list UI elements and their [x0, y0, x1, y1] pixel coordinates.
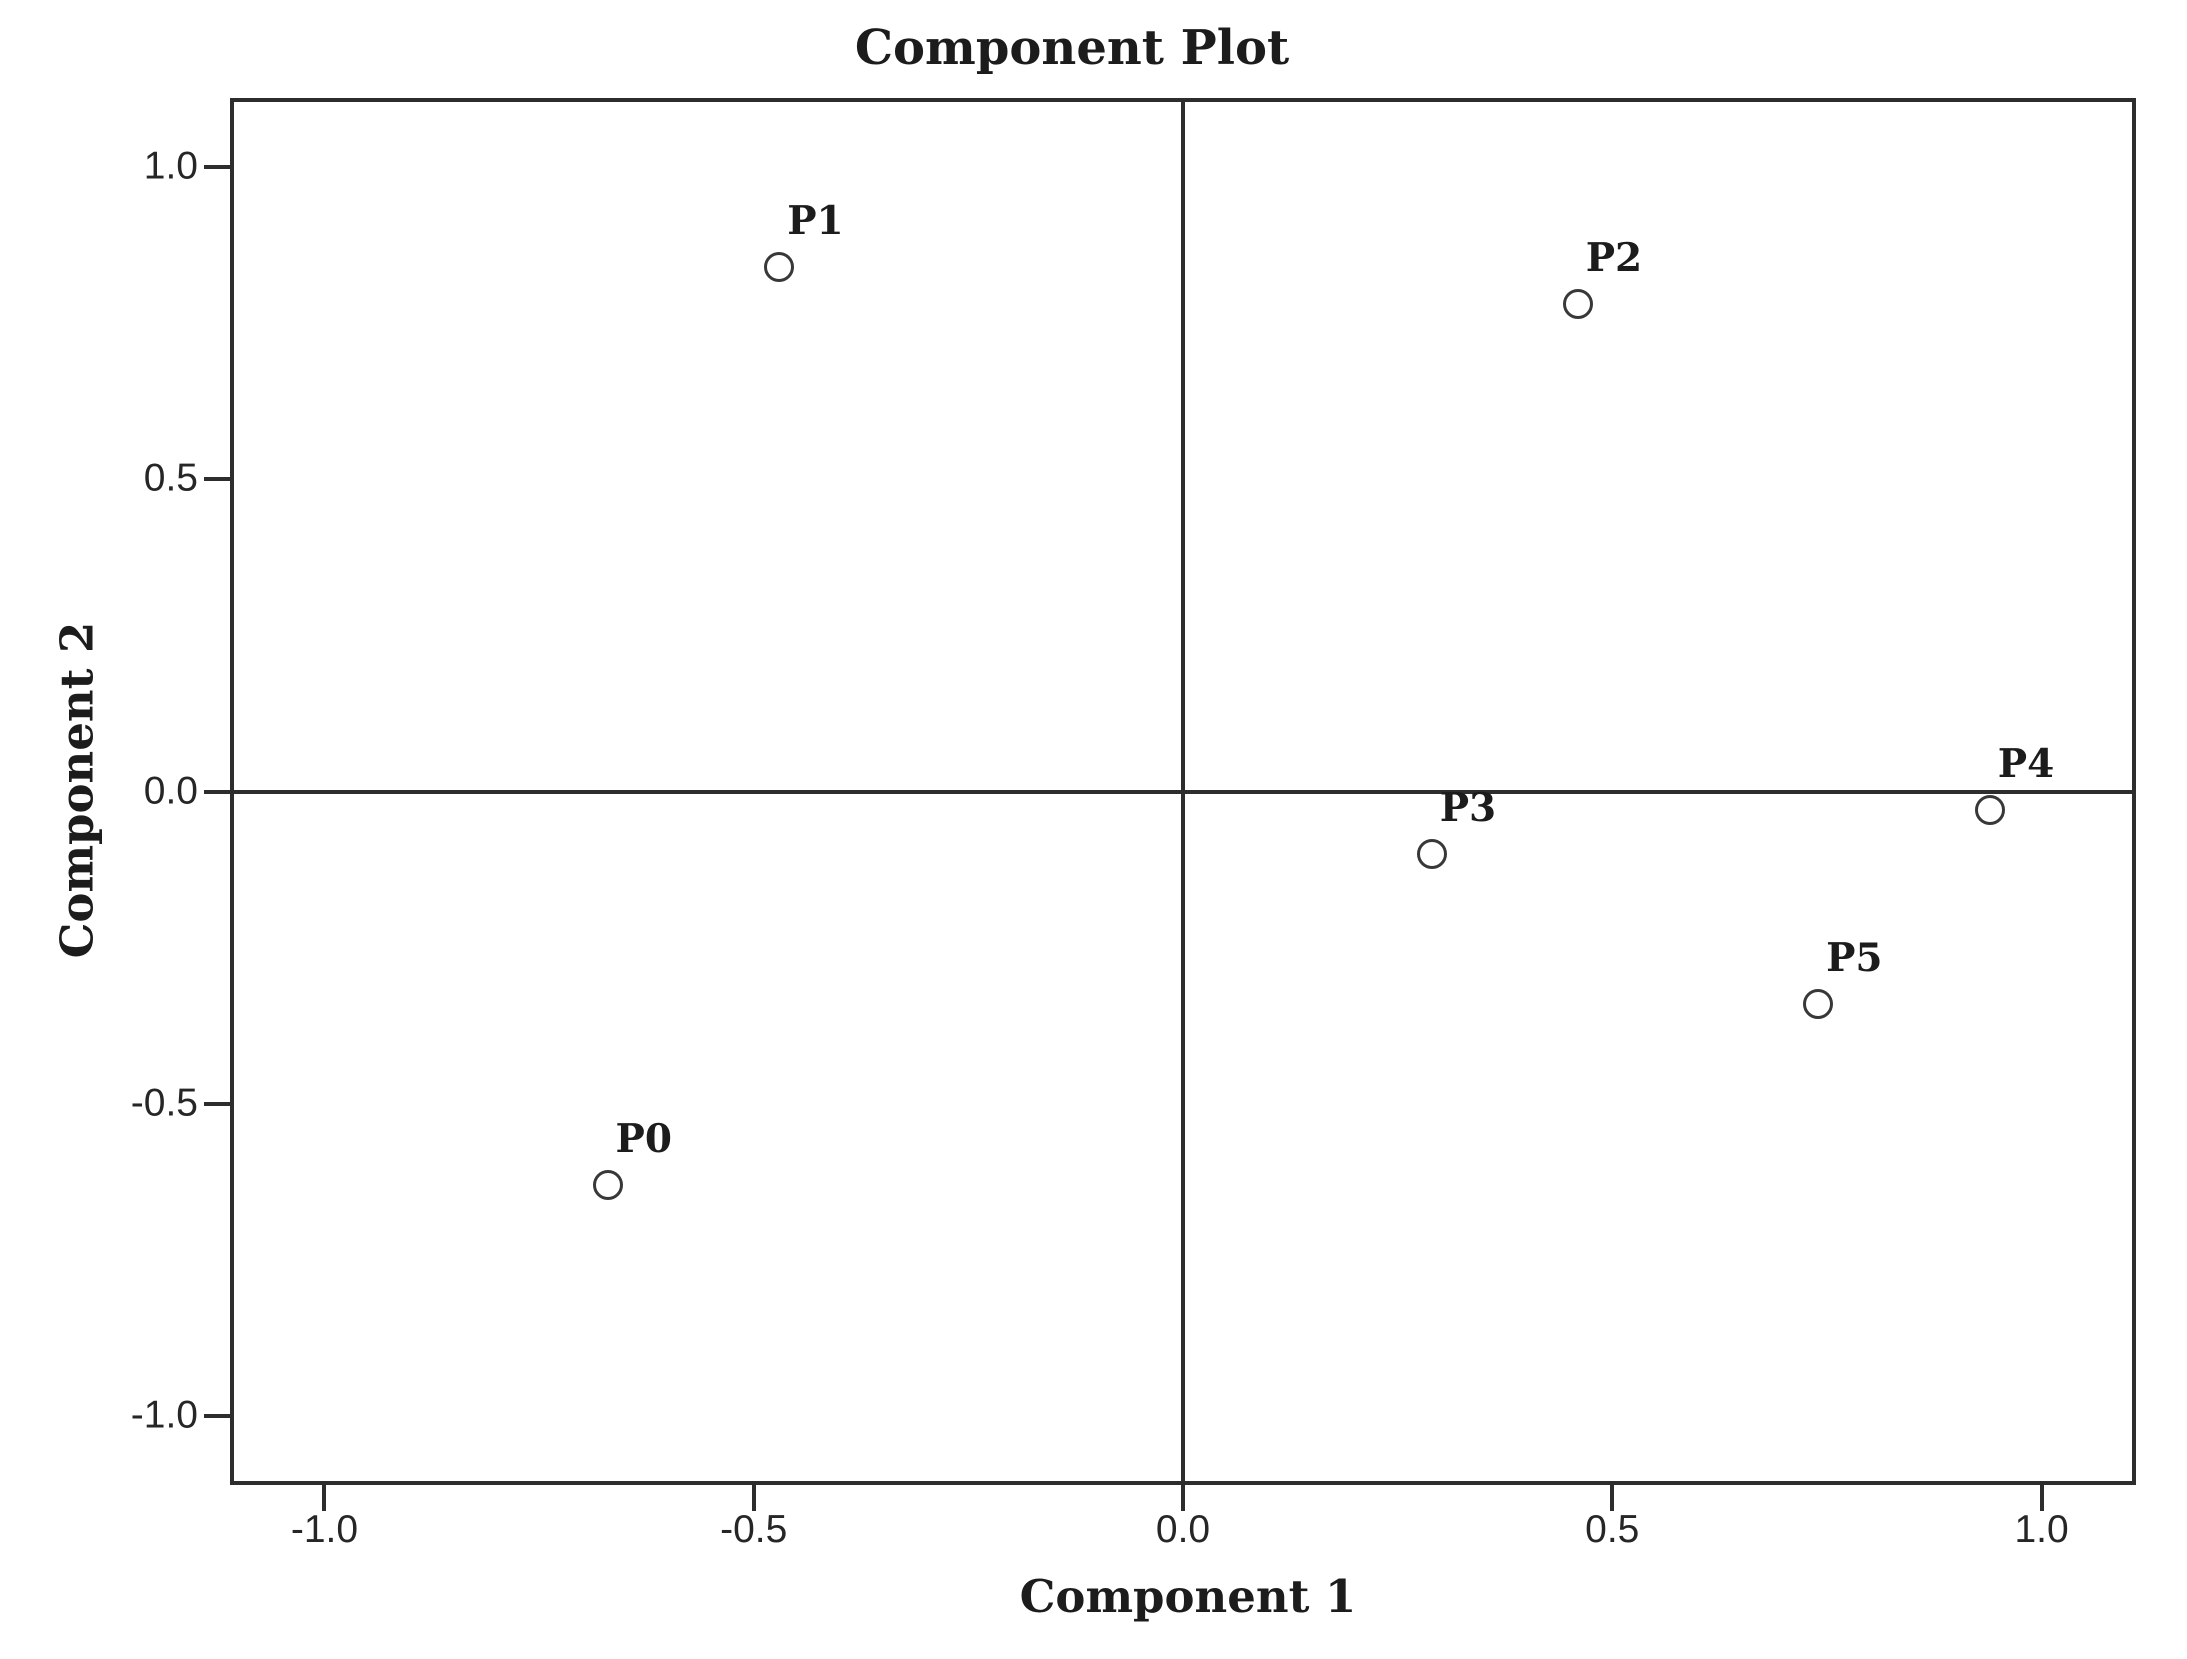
scatter-point-p1 [764, 251, 795, 282]
x-tick-label: -0.5 [720, 1508, 788, 1551]
x-tick-mark [322, 1485, 327, 1511]
x-tick-mark [2039, 1485, 2044, 1511]
y-axis-label: Component 2 [50, 621, 104, 959]
y-tick-mark [204, 477, 230, 482]
y-tick-mark [204, 1414, 230, 1419]
x-tick-mark [1610, 1485, 1615, 1511]
scatter-point-p4 [1975, 795, 2006, 826]
scatter-point-p3 [1416, 838, 1447, 869]
point-label-p1: P1 [787, 197, 844, 244]
scatter-point-p2 [1562, 289, 1593, 320]
y-tick-mark [204, 1101, 230, 1106]
x-tick-label: 0.0 [1155, 1508, 1211, 1551]
x-tick-label: 1.0 [2014, 1508, 2069, 1551]
x-tick-mark [751, 1485, 756, 1511]
point-label-p4: P4 [1997, 741, 2055, 788]
chart-title: Component Plot [854, 20, 1290, 76]
scatter-point-p5 [1803, 988, 1834, 1019]
x-tick-mark [1181, 1485, 1185, 1511]
y-tick-label: 0.0 [143, 769, 198, 813]
y-tick-label: -0.5 [130, 1081, 198, 1125]
x-tick-label: 0.5 [1585, 1508, 1640, 1551]
point-label-p3: P3 [1439, 784, 1497, 831]
y-tick-label: -1.0 [130, 1393, 198, 1437]
scatter-point-p0 [592, 1170, 623, 1201]
y-tick-label: 0.5 [143, 456, 198, 500]
point-label-p5: P5 [1826, 934, 1883, 981]
y-tick-label: 1.0 [143, 144, 198, 188]
y-zero-reference-line [230, 789, 2136, 794]
y-tick-mark [204, 164, 230, 169]
point-label-p0: P0 [615, 1116, 672, 1163]
point-label-p2: P2 [1585, 235, 1643, 282]
x-axis-label: Component 1 [1019, 1570, 1357, 1623]
x-tick-label: -1.0 [290, 1508, 359, 1551]
y-tick-mark [204, 789, 230, 794]
